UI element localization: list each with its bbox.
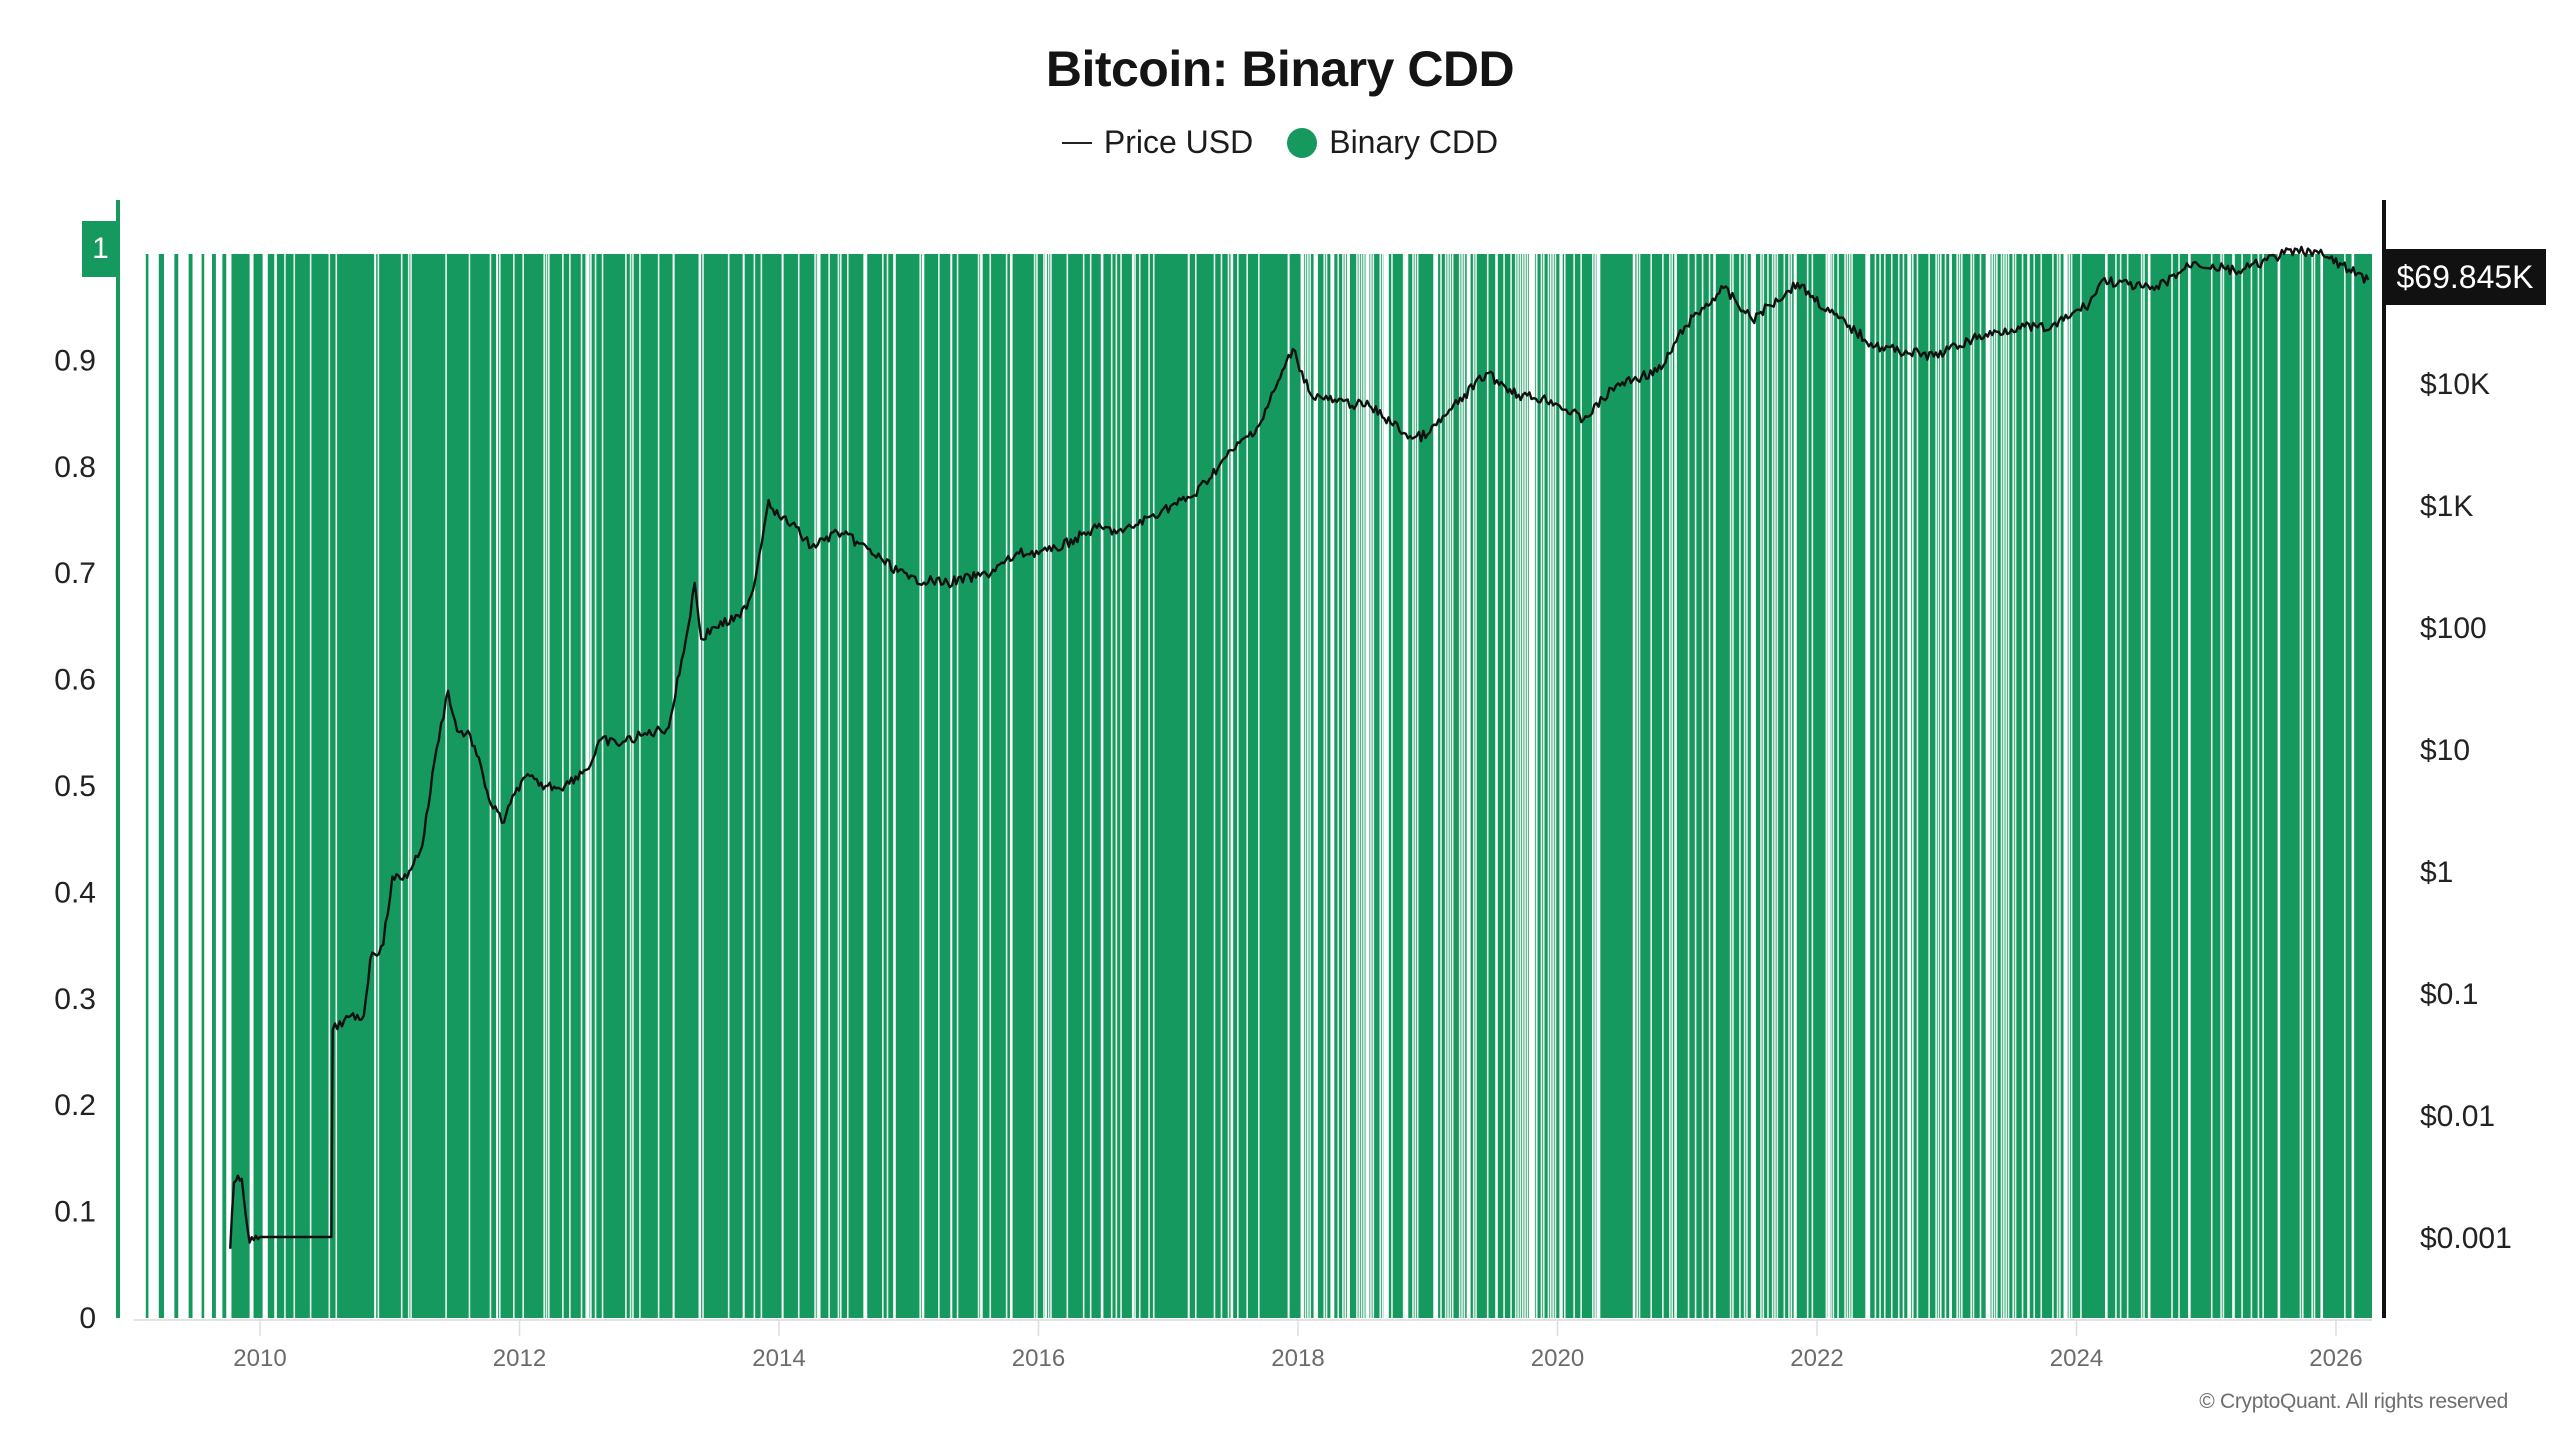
svg-text:0.4: 0.4 bbox=[54, 876, 96, 909]
price-usd-line bbox=[229, 245, 2370, 1249]
svg-text:0.1: 0.1 bbox=[54, 1196, 96, 1229]
svg-text:2020: 2020 bbox=[1531, 1345, 1584, 1372]
svg-text:0.9: 0.9 bbox=[54, 344, 96, 377]
line-swatch-icon bbox=[1061, 141, 1092, 144]
svg-text:$0.01: $0.01 bbox=[2420, 1100, 2495, 1133]
svg-text:2012: 2012 bbox=[493, 1345, 546, 1372]
svg-text:$1K: $1K bbox=[2420, 490, 2473, 523]
svg-text:0.7: 0.7 bbox=[54, 557, 96, 590]
svg-text:2018: 2018 bbox=[1271, 1345, 1324, 1372]
legend-item-price[interactable]: Price USD bbox=[1061, 124, 1254, 161]
left-axis-current-value-badge: 1 bbox=[82, 221, 119, 277]
svg-text:2022: 2022 bbox=[1790, 1345, 1843, 1372]
svg-text:2026: 2026 bbox=[2309, 1345, 2362, 1372]
left-y-axis-ticks: 0 0.1 0.2 0.3 0.4 0.5 0.6 0.7 0.8 0.9 bbox=[54, 344, 96, 1335]
copyright-text: © CryptoQuant. All rights reserved bbox=[2199, 1390, 2508, 1413]
chart-title: Bitcoin: Binary CDD bbox=[1045, 41, 1515, 97]
svg-text:2010: 2010 bbox=[233, 1345, 286, 1372]
legend-label-binary-cdd: Binary CDD bbox=[1329, 124, 1499, 160]
svg-text:0.5: 0.5 bbox=[54, 770, 96, 803]
legend: Price USD Binary CDD bbox=[0, 124, 2560, 161]
svg-text:$100: $100 bbox=[2420, 612, 2487, 645]
legend-item-binary-cdd[interactable]: Binary CDD bbox=[1287, 124, 1498, 161]
right-y-axis-ticks: $0.001 $0.01 $0.1 $1 $10 $100 $1K $10K bbox=[2420, 368, 2512, 1255]
svg-text:0.2: 0.2 bbox=[54, 1089, 96, 1122]
svg-text:$10: $10 bbox=[2420, 734, 2470, 767]
svg-text:0.8: 0.8 bbox=[54, 451, 96, 484]
svg-text:$10K: $10K bbox=[2420, 368, 2490, 401]
legend-label-price: Price USD bbox=[1103, 124, 1254, 160]
svg-text:0.6: 0.6 bbox=[54, 664, 96, 697]
binary-cdd-gaps bbox=[134, 254, 2355, 1318]
svg-text:$0.001: $0.001 bbox=[2420, 1222, 2512, 1255]
svg-text:0: 0 bbox=[79, 1302, 96, 1335]
svg-text:2024: 2024 bbox=[2050, 1345, 2103, 1372]
svg-text:2016: 2016 bbox=[1012, 1345, 1065, 1372]
x-axis-ticks: 2010 2012 2014 2016 2018 2020 2022 2024 2026 bbox=[233, 1320, 2363, 1372]
binary-cdd-bars bbox=[134, 254, 2372, 1318]
svg-text:$0.1: $0.1 bbox=[2420, 978, 2478, 1011]
svg-text:2014: 2014 bbox=[752, 1345, 805, 1372]
svg-text:0.3: 0.3 bbox=[54, 983, 96, 1016]
dot-swatch-icon bbox=[1287, 127, 1318, 158]
price-current-value-badge: $69.845K bbox=[2384, 249, 2546, 305]
svg-text:$1: $1 bbox=[2420, 856, 2453, 889]
